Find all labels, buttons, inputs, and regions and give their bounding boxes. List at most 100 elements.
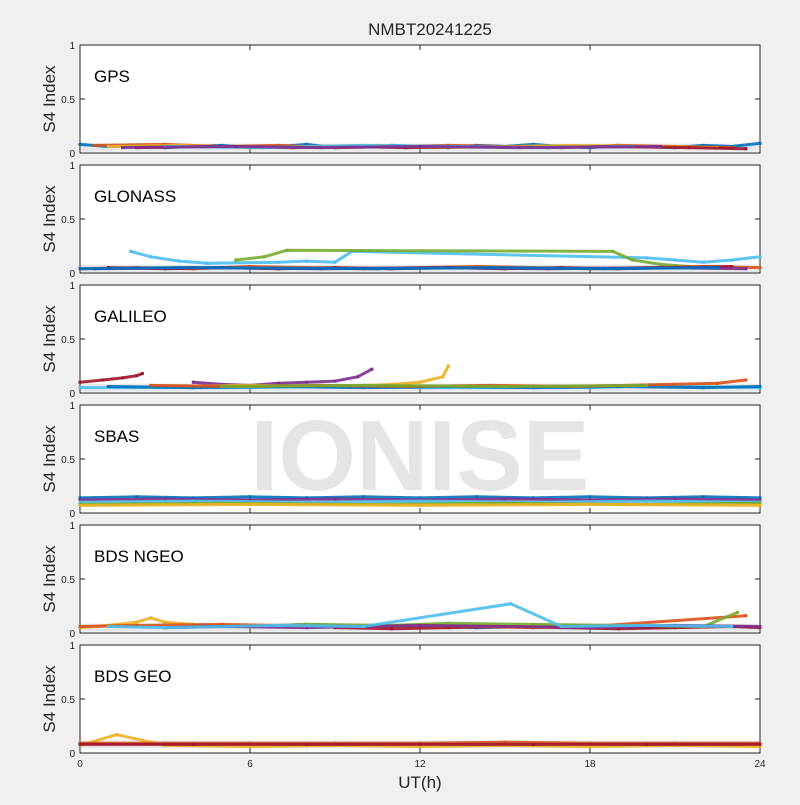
data-point [101, 378, 105, 382]
panel-glonass: 0 0.5 1 S4 Index GLONASS [40, 161, 762, 280]
data-point [305, 742, 309, 746]
data-point [305, 380, 309, 384]
y-tick-label: 0.5 [61, 455, 75, 466]
data-point [418, 623, 422, 627]
data-point [191, 499, 195, 503]
data-point [106, 145, 110, 149]
data-point [758, 503, 762, 507]
y-axis-label: S4 Index [40, 545, 59, 613]
data-point [191, 380, 195, 384]
data-point [390, 627, 394, 631]
plot-area [79, 164, 761, 274]
data-point [140, 372, 144, 376]
data-point [305, 142, 309, 146]
series-line [78, 266, 719, 271]
data-point [276, 623, 280, 627]
data-point [418, 742, 422, 746]
panel-galileo: 0 0.5 1 S4 Index GALILEO [40, 281, 762, 400]
plot-area [79, 524, 761, 634]
data-point [701, 386, 705, 390]
data-point [361, 495, 365, 499]
data-point [121, 376, 124, 380]
series-line [106, 602, 734, 630]
data-point [163, 620, 167, 624]
data-point [78, 625, 82, 629]
data-point [135, 623, 139, 627]
data-point [758, 385, 762, 389]
x-axis-label: UT(h) [398, 773, 441, 792]
data-point [163, 626, 167, 630]
data-point [602, 267, 606, 271]
data-point [333, 379, 337, 383]
data-point [305, 259, 309, 263]
y-tick-label: 0 [69, 629, 75, 640]
data-point [149, 616, 153, 620]
y-tick-label: 1 [69, 41, 75, 52]
data-point [503, 497, 507, 501]
data-point [673, 497, 677, 501]
data-point [376, 267, 379, 271]
data-point [730, 265, 734, 269]
data-point [135, 374, 139, 378]
data-point [716, 381, 719, 385]
panel-gps: 0 0.5 1 S4 Index GPS [40, 41, 762, 160]
data-point [356, 375, 360, 379]
data-point [744, 147, 748, 151]
data-point [446, 364, 450, 368]
y-axis-label: S4 Index [40, 665, 59, 733]
panel-bds-geo: 0 0.5 1 0 6 12 18 24 S4 Index BDS GEO [40, 641, 766, 770]
data-point [135, 495, 139, 499]
data-point [106, 385, 110, 389]
data-point [135, 620, 139, 624]
data-point [361, 383, 365, 387]
y-tick-label: 0.5 [61, 695, 75, 706]
data-point [106, 625, 110, 629]
x-tick-label: 6 [247, 759, 253, 770]
data-point [631, 258, 634, 262]
data-point [418, 745, 422, 749]
data-point [503, 740, 507, 744]
data-point [333, 497, 337, 501]
data-point [78, 267, 82, 271]
series-line [220, 383, 649, 388]
data-point [744, 614, 748, 618]
data-point [177, 259, 181, 263]
y-tick-label: 1 [69, 521, 75, 532]
data-point [588, 502, 592, 506]
data-point [78, 380, 82, 384]
y-tick-label: 0.5 [61, 95, 75, 106]
data-point [149, 383, 153, 387]
data-point [78, 500, 82, 504]
data-point [248, 498, 252, 502]
data-point [78, 498, 82, 502]
data-point [418, 503, 422, 507]
data-point [758, 498, 762, 502]
data-point [191, 386, 195, 390]
data-point [645, 383, 649, 387]
data-point [262, 255, 266, 259]
data-point [509, 602, 513, 606]
data-point [687, 146, 691, 150]
data-point [730, 625, 734, 629]
x-tick-label: 18 [584, 759, 596, 770]
data-point [645, 742, 649, 746]
x-tick-label: 12 [414, 759, 426, 770]
data-point [418, 145, 422, 149]
data-point [177, 266, 181, 270]
y-tick-label: 0 [69, 509, 75, 520]
data-point [370, 367, 374, 371]
data-point [78, 496, 82, 500]
y-tick-label: 1 [69, 281, 75, 292]
y-tick-label: 1 [69, 161, 75, 172]
data-point [758, 266, 762, 270]
data-point [758, 625, 762, 629]
data-point [503, 501, 507, 505]
data-point [744, 378, 748, 382]
data-point [248, 502, 252, 506]
y-axis-label: S4 Index [40, 185, 59, 253]
data-point [758, 745, 762, 749]
data-point [78, 142, 82, 146]
data-point [206, 261, 209, 265]
data-point [418, 496, 422, 500]
panel-label: GPS [94, 67, 130, 86]
